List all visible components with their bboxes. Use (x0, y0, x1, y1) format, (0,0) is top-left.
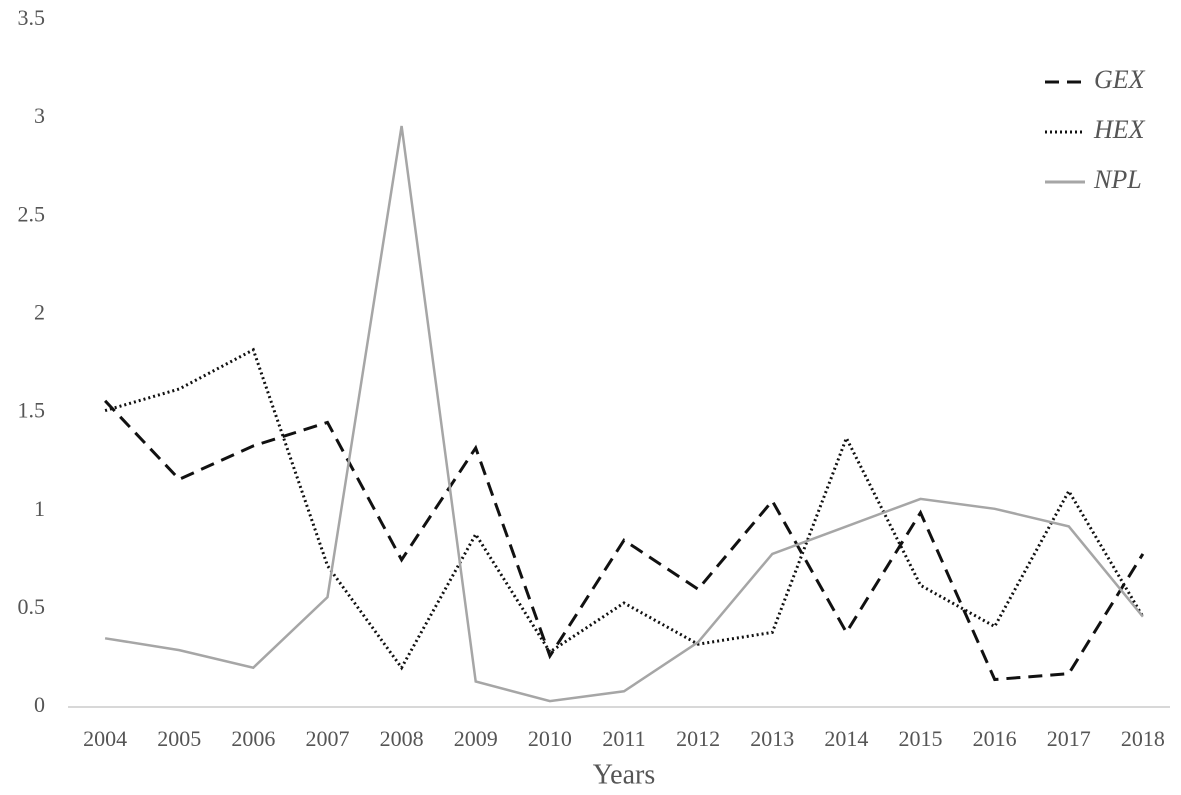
x-tick-label: 2016 (973, 726, 1017, 751)
x-tick-label: 2009 (454, 726, 498, 751)
series-line (104, 125, 1144, 703)
x-tick-label: 2011 (602, 726, 645, 751)
x-tick-label: 2015 (899, 726, 943, 751)
y-tick-label: 2 (34, 299, 45, 324)
series-line (104, 347, 1145, 671)
x-tick-label: 2006 (231, 726, 275, 751)
y-tick-label: 1 (34, 496, 45, 521)
x-tick-label: 2004 (83, 726, 127, 751)
series-line (104, 399, 1145, 682)
x-tick-label: 2018 (1121, 726, 1165, 751)
legend-label: NPL (1093, 165, 1142, 194)
x-axis-title: Years (593, 759, 656, 790)
x-tick-label: 2010 (528, 726, 572, 751)
y-tick-label: 2.5 (18, 201, 46, 226)
x-tick-label: 2013 (750, 726, 794, 751)
legend-label: GEX (1094, 65, 1146, 94)
x-tick-label: 2005 (157, 726, 201, 751)
y-tick-label: 3.5 (18, 5, 46, 30)
y-tick-label: 0.5 (18, 594, 46, 619)
x-tick-label: 2008 (380, 726, 424, 751)
y-tick-label: 0 (34, 692, 45, 717)
x-tick-label: 2014 (824, 726, 868, 751)
x-tick-label: 2007 (305, 726, 349, 751)
legend-label: HEX (1093, 115, 1146, 144)
x-tick-label: 2012 (676, 726, 720, 751)
x-tick-label: 2017 (1047, 726, 1091, 751)
y-tick-label: 1.5 (18, 398, 46, 423)
y-tick-label: 3 (34, 103, 45, 128)
